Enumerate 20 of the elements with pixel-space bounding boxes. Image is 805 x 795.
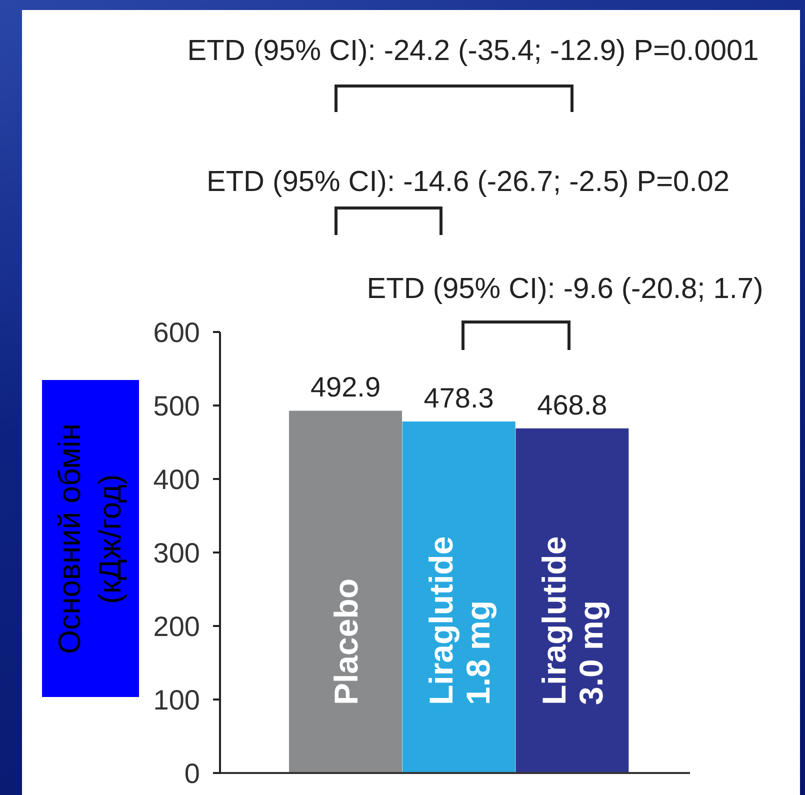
- y-tick-label: 500: [153, 390, 200, 422]
- bar: [289, 410, 402, 773]
- text: ETD (95% CI): -14.6 (-26.7; -2.5) P=0.02: [206, 166, 730, 199]
- y-tick-label: 100: [153, 684, 200, 716]
- x-tick-label: Liraglutide 1.8 mg: [422, 536, 496, 705]
- data-label: 478.3: [424, 382, 494, 414]
- data-label: 492.9: [310, 372, 381, 403]
- text: ETD (95% CI): -9.6 (-20.8; 1.7): [366, 273, 764, 306]
- text: ETD (95% CI): -24.2 (-35.4; -12.9) P=0.0001: [187, 35, 759, 68]
- y-tick-label: 400: [153, 464, 200, 495]
- x-tick-label: Placebo: [328, 578, 364, 705]
- y-tick-label: 200: [153, 610, 200, 642]
- y-tick-label: 600: [153, 316, 200, 348]
- y-tick-label: 300: [153, 537, 200, 568]
- x-tick-label: Liraglutide 3.0 mg: [536, 536, 610, 705]
- bar: [516, 428, 629, 773]
- y-tick-label: 0: [184, 758, 200, 789]
- y-axis-title: Основний обмін (кДж/год): [51, 422, 128, 656]
- data-label: 468.8: [537, 389, 608, 420]
- bar: [402, 421, 516, 773]
